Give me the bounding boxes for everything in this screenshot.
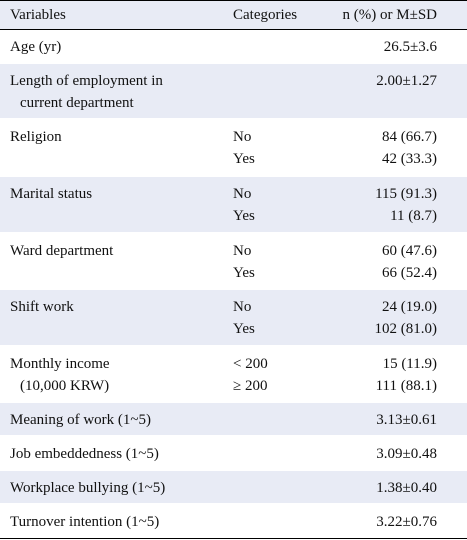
variable-line: Job embeddedness (1~5) (10, 446, 159, 462)
variable-line: Ward department (10, 243, 114, 259)
table-row: Length of employment in current departmen… (0, 64, 467, 120)
variable-cell: Age (yr) (10, 36, 220, 58)
category: No (233, 129, 252, 145)
table-row: Ward department No Yes 60 (47.6) 66 (52.4) (0, 234, 467, 290)
value: 11 (8.7) (390, 208, 437, 224)
table-row: Meaning of work (1~5) 3.13±0.61 (0, 403, 467, 437)
variable-cell: Job embeddedness (1~5) (10, 443, 220, 465)
variable-line: Marital status (10, 186, 93, 202)
category-cell: No Yes (233, 296, 323, 340)
variable-cell: Monthly income (10,000 KRW) (10, 353, 220, 397)
category-cell: No Yes (233, 240, 323, 284)
variable-cell: Length of employment in current departmen… (10, 70, 220, 114)
variable-line: (10,000 KRW) (20, 378, 110, 394)
value-cell: 3.09±0.48 (320, 443, 437, 465)
category: No (233, 299, 252, 315)
table-row: Shift work No Yes 24 (19.0) 102 (81.0) (0, 290, 467, 347)
table-row: Job embeddedness (1~5) 3.09±0.48 (0, 437, 467, 471)
variable-cell: Meaning of work (1~5) (10, 409, 220, 431)
value-cell: 2.00±1.27 (320, 70, 437, 92)
header-cell: Variables (10, 7, 66, 23)
variable-line: Religion (10, 129, 62, 145)
variable-line: Monthly income (10, 356, 110, 372)
category: No (233, 186, 252, 202)
value: 15 (11.9) (382, 356, 437, 372)
value: 26.5±3.6 (383, 39, 437, 55)
variable-line: Shift work (10, 299, 74, 315)
value: 102 (81.0) (374, 321, 438, 337)
value: 42 (33.3) (382, 151, 437, 167)
category-cell: No Yes (233, 126, 323, 170)
value: 3.09±0.48 (376, 446, 437, 462)
value: 115 (91.3) (375, 186, 437, 202)
table-row: Marital status No Yes 115 (91.3) 11 (8.7) (0, 177, 467, 234)
header-cell: n (%) or M±SD (342, 7, 437, 23)
variable-cell: Turnover intention (1~5) (10, 511, 220, 533)
value-cell: 1.38±0.40 (320, 477, 437, 499)
table-row: Turnover intention (1~5) 3.22±0.76 (0, 505, 467, 539)
value: 3.22±0.76 (376, 514, 437, 530)
table-row: Workplace bullying (1~5) 1.38±0.40 (0, 471, 467, 505)
category: Yes (233, 265, 255, 281)
value-cell: 24 (19.0) 102 (81.0) (320, 296, 438, 340)
value: 60 (47.6) (382, 243, 437, 259)
header-row: Variables Categories n (%) or M±SD (0, 0, 467, 30)
category: < 200 (233, 356, 268, 372)
variable-line: Meaning of work (1~5) (10, 412, 151, 428)
category-cell: < 200 ≥ 200 (233, 353, 323, 397)
value-cell: 3.13±0.61 (320, 409, 437, 431)
table-row: Religion No Yes 84 (66.7) 42 (33.3) (0, 120, 467, 177)
value: 84 (66.7) (382, 129, 437, 145)
table-row: Monthly income (10,000 KRW) < 200 ≥ 200 15 (… (0, 347, 467, 403)
variable-cell: Religion (10, 126, 220, 148)
category: No (233, 243, 252, 259)
value-cell: 115 (91.3) 11 (8.7) (320, 183, 437, 227)
value: 66 (52.4) (382, 265, 437, 281)
value: 111 (88.1) (375, 378, 437, 394)
variable-cell: Marital status (10, 183, 220, 205)
variable-line: Length of employment in (10, 73, 163, 89)
category: Yes (233, 208, 255, 224)
value: 24 (19.0) (382, 299, 437, 315)
variable-cell: Ward department (10, 240, 220, 262)
header-cell: Categories (233, 7, 298, 23)
value-cell: 84 (66.7) 42 (33.3) (320, 126, 437, 170)
value-cell: 15 (11.9) 111 (88.1) (320, 353, 437, 397)
value-cell: 26.5±3.6 (320, 36, 437, 58)
variable-cell: Shift work (10, 296, 220, 318)
variable-line: Workplace bullying (1~5) (10, 480, 166, 496)
value-cell: 3.22±0.76 (320, 511, 437, 533)
value: 1.38±0.40 (376, 480, 437, 496)
variable-line: Turnover intention (1~5) (10, 514, 160, 530)
category: Yes (233, 321, 255, 337)
value-cell: 60 (47.6) 66 (52.4) (320, 240, 437, 284)
value: 3.13±0.61 (376, 412, 437, 428)
category: Yes (233, 151, 255, 167)
variable-cell: Workplace bullying (1~5) (10, 477, 220, 499)
variable-line: current department (20, 95, 134, 111)
category: ≥ 200 (233, 378, 268, 394)
variable-line: Age (yr) (10, 39, 62, 55)
category-cell: No Yes (233, 183, 323, 227)
table-row: Age (yr) 26.5±3.6 (0, 30, 467, 64)
value: 2.00±1.27 (376, 73, 437, 89)
